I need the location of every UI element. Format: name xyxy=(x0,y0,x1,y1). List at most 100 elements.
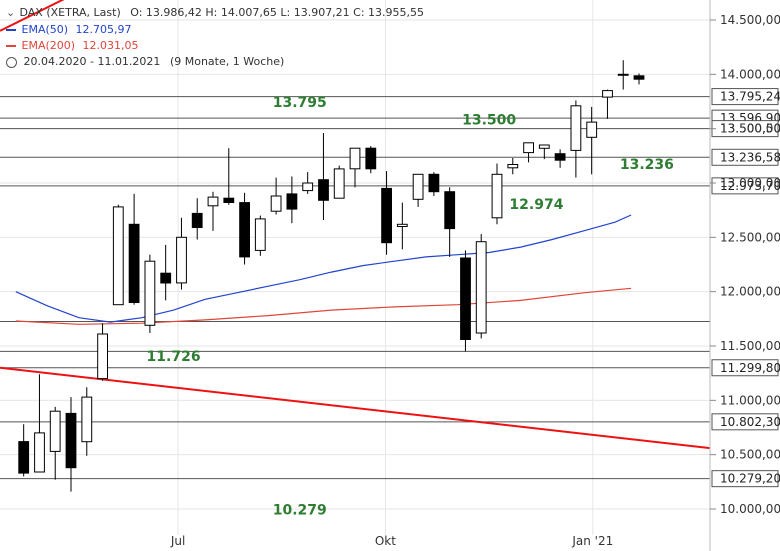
candle xyxy=(128,193,140,305)
candle xyxy=(491,163,503,225)
candle xyxy=(507,158,519,175)
candle-body xyxy=(254,218,266,251)
instrument-title: DAX (XETRA, Last) xyxy=(19,6,121,19)
candle xyxy=(97,323,108,381)
ema200-line xyxy=(15,287,632,325)
candle xyxy=(34,374,45,473)
candle xyxy=(207,191,219,231)
candle-body xyxy=(412,173,424,200)
candle-body xyxy=(396,223,408,228)
y-tick-label: 10.000,00 xyxy=(720,502,780,516)
candle xyxy=(112,204,124,306)
candle xyxy=(176,217,187,290)
y-axis: 14.500,00 14.000,00 13.500,00 13.000,00 12.5… xyxy=(709,0,780,551)
y-tick-label: 14.500,00 xyxy=(720,13,780,27)
ema50-line xyxy=(15,214,632,323)
y-tick-label: 11.000,00 xyxy=(720,393,780,407)
candle-body xyxy=(81,396,93,443)
clock-icon xyxy=(6,56,17,68)
candle-body xyxy=(523,142,535,154)
candle-body xyxy=(617,73,629,76)
level-annotation: 12.974 xyxy=(509,197,563,213)
ema50-label: EMA(50) xyxy=(21,23,69,36)
level-label: 13.236,58 xyxy=(720,150,780,164)
ema50-legend: EMA(50) 12.705,97 xyxy=(6,23,132,36)
candle xyxy=(396,202,408,250)
candle xyxy=(475,234,487,339)
candle-body xyxy=(586,121,598,138)
candle-body xyxy=(554,153,566,161)
level-label-box xyxy=(711,177,779,195)
candle-body xyxy=(460,257,471,340)
candle-body xyxy=(302,182,314,192)
level-annotation: 13.795 xyxy=(273,95,327,111)
chevron-down-icon[interactable]: ⌄ xyxy=(6,6,16,19)
candle xyxy=(286,176,298,224)
candle-body xyxy=(507,164,519,169)
y-tick-label: 12.500,00 xyxy=(720,230,780,244)
candle-body xyxy=(570,105,582,151)
level-label-box xyxy=(711,88,779,106)
range-note: (9 Monate, 1 Woche) xyxy=(169,55,285,68)
candle-body xyxy=(365,147,377,170)
candle-body xyxy=(444,191,456,230)
x-tick-label: Jul xyxy=(170,534,185,548)
ema200-swatch xyxy=(6,45,16,47)
candle-body xyxy=(34,432,45,473)
x-tick-label: Okt xyxy=(375,534,396,548)
trendline-rising xyxy=(0,0,65,32)
candle-body xyxy=(160,272,172,284)
ema50-value: 12.705,97 xyxy=(75,23,132,36)
candle-body xyxy=(270,195,282,212)
date-range: 20.04.2020 - 11.01.2021 xyxy=(23,55,161,68)
level-annotation: 11.726 xyxy=(147,349,201,365)
level-label-box xyxy=(711,359,779,377)
candle xyxy=(460,250,471,352)
annotations: 13.795 13.500 13.236 12.974 11.726 10.279 xyxy=(147,95,674,519)
candle-body xyxy=(318,179,329,201)
candles xyxy=(18,60,645,492)
level-annotation: 13.236 xyxy=(620,157,674,173)
level-label: 13.795,24 xyxy=(720,90,780,104)
candle xyxy=(302,172,314,194)
candle xyxy=(254,215,266,256)
candle xyxy=(381,171,393,255)
candle-body xyxy=(128,223,140,303)
level-label: 10.802,30 xyxy=(720,415,780,429)
candle-body xyxy=(381,187,393,244)
candle-body xyxy=(49,410,61,452)
candle xyxy=(633,73,645,85)
level-annotation: 13.500 xyxy=(462,112,516,128)
candle xyxy=(49,406,61,480)
level-label-box xyxy=(711,148,779,166)
candle xyxy=(412,173,424,207)
x-tick-label: Jan '21 xyxy=(571,534,613,548)
candle-body xyxy=(538,144,550,149)
candle-body xyxy=(239,202,250,258)
candle-body xyxy=(349,147,361,170)
candle-body xyxy=(602,90,613,98)
y-tick-label: 11.500,00 xyxy=(720,339,780,353)
trendlines xyxy=(0,0,711,450)
candle-body xyxy=(144,260,156,326)
candle xyxy=(18,424,30,477)
candle-body xyxy=(633,75,645,80)
candle-body xyxy=(286,193,298,210)
x-axis: Jul Okt Jan '21 xyxy=(170,534,613,548)
range-row: 20.04.2020 - 11.01.2021 (9 Monate, 1 Woc… xyxy=(6,55,284,68)
candle-body xyxy=(223,197,235,203)
candle-body xyxy=(491,173,503,219)
y-tick-label: 12.000,00 xyxy=(720,285,780,299)
candle xyxy=(333,165,345,199)
candle xyxy=(270,177,282,215)
candle-body xyxy=(176,236,187,284)
candle xyxy=(160,244,172,301)
level-label: 10.279,20 xyxy=(720,472,780,486)
ema200-label: EMA(200) xyxy=(21,39,76,52)
y-tick-label: 13.500,00 xyxy=(720,122,780,136)
candle xyxy=(428,172,440,197)
candle xyxy=(554,149,566,168)
y-tick-label: 14.000,00 xyxy=(720,67,780,81)
candle-body xyxy=(207,196,219,207)
